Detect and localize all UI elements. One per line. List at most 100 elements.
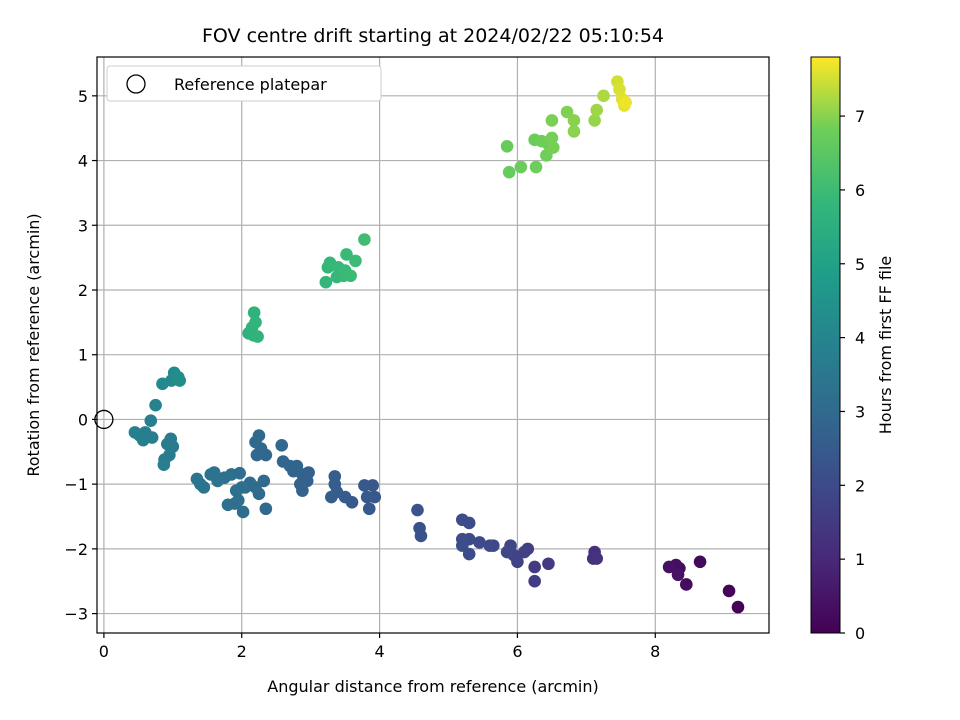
y-tick-label: 4 xyxy=(78,152,88,171)
data-point xyxy=(249,316,262,329)
data-point xyxy=(250,448,264,462)
x-tick-label: 2 xyxy=(237,642,247,661)
data-point xyxy=(229,484,243,497)
data-point xyxy=(597,89,610,103)
y-tick-label: −2 xyxy=(64,540,88,559)
data-point xyxy=(528,574,541,588)
x-axis-label: Angular distance from reference (arcmin) xyxy=(267,677,598,696)
y-axis-ticks: −3 −2 −1 0 1 2 3 4 5 xyxy=(64,87,97,624)
data-point xyxy=(613,83,626,96)
x-tick-label: 6 xyxy=(512,642,522,661)
data-point xyxy=(542,557,555,571)
data-point xyxy=(731,600,745,614)
data-point xyxy=(693,555,707,569)
colorbar-tick-label: 6 xyxy=(855,181,865,200)
data-point xyxy=(249,435,262,449)
data-point xyxy=(500,140,514,153)
data-point xyxy=(173,374,187,387)
colorbar-tick-label: 2 xyxy=(855,476,865,495)
legend-marker xyxy=(126,74,146,94)
data-point xyxy=(528,560,541,574)
data-point xyxy=(679,578,693,591)
data-point xyxy=(276,455,290,468)
y-tick-label: −3 xyxy=(64,605,88,624)
plot-frame xyxy=(96,56,770,634)
y-tick-label: 5 xyxy=(78,87,88,106)
y-tick-label: 2 xyxy=(78,281,88,300)
data-point xyxy=(358,479,371,492)
data-point xyxy=(588,114,601,127)
data-point xyxy=(590,103,603,117)
data-point xyxy=(362,502,376,516)
data-point xyxy=(567,125,581,138)
colorbar: 0 1 2 3 4 5 6 7 Hours from first FF file xyxy=(810,56,895,643)
data-point xyxy=(149,398,162,412)
data-point xyxy=(190,472,204,486)
colorbar-label: Hours from first FF file xyxy=(876,256,895,435)
data-point xyxy=(560,105,574,119)
x-tick-label: 4 xyxy=(374,642,384,661)
data-point xyxy=(344,269,357,283)
legend-entry-reference: Reference platepar xyxy=(174,75,327,94)
data-point xyxy=(251,330,264,343)
data-point xyxy=(413,521,426,535)
data-point xyxy=(157,458,171,472)
data-point xyxy=(204,468,218,481)
data-point xyxy=(349,254,362,268)
y-axis-label: Rotation from reference (arcmin) xyxy=(24,213,43,476)
data-point xyxy=(221,498,235,512)
data-point xyxy=(590,552,603,565)
data-point xyxy=(671,568,685,582)
data-point xyxy=(259,502,273,516)
colorbar-tick-label: 4 xyxy=(855,329,865,348)
x-axis-ticks: 0 2 4 6 8 xyxy=(99,633,660,661)
colorbar-tick-label: 0 xyxy=(855,624,865,643)
x-tick-label: 0 xyxy=(99,642,109,661)
data-point xyxy=(567,114,581,127)
legend-box xyxy=(106,65,382,102)
data-point xyxy=(411,503,424,517)
legend: Reference platepar xyxy=(106,65,382,102)
data-point xyxy=(529,160,543,174)
data-point xyxy=(275,439,289,452)
data-point xyxy=(662,560,676,574)
data-point xyxy=(545,114,559,127)
data-point xyxy=(455,539,469,552)
data-point xyxy=(545,131,559,145)
x-tick-label: 8 xyxy=(650,642,660,661)
colorbar-tick-label: 7 xyxy=(855,107,865,126)
data-point xyxy=(722,584,736,598)
data-point xyxy=(325,490,338,504)
colorbar-tick-label: 5 xyxy=(855,255,865,274)
data-point xyxy=(473,536,486,549)
y-tick-label: 0 xyxy=(78,410,88,429)
y-tick-label: −1 xyxy=(64,475,88,494)
data-point xyxy=(294,477,307,491)
colorbar-ticks: 0 1 2 3 4 5 6 7 xyxy=(840,107,865,643)
colorbar-tick-label: 3 xyxy=(855,402,865,421)
data-point xyxy=(514,160,528,174)
data-point xyxy=(546,141,560,154)
data-point xyxy=(144,414,158,428)
data-point xyxy=(236,505,250,519)
data-point xyxy=(360,490,374,504)
data-point xyxy=(500,545,514,559)
data-point xyxy=(340,248,353,261)
colorbar-tick-label: 1 xyxy=(855,550,865,569)
data-point xyxy=(161,437,174,451)
data-point xyxy=(518,545,531,559)
data-point xyxy=(619,96,632,109)
grid-lines xyxy=(97,57,769,633)
data-point xyxy=(483,539,497,552)
data-points xyxy=(128,75,745,614)
chart-title: FOV centre drift starting at 2024/02/22 … xyxy=(202,25,664,47)
y-tick-label: 3 xyxy=(78,216,88,235)
data-point xyxy=(502,165,516,179)
data-point xyxy=(247,306,261,319)
data-point xyxy=(358,233,371,246)
data-point xyxy=(319,275,333,289)
data-point xyxy=(462,547,476,561)
colorbar-gradient xyxy=(810,56,841,634)
data-point xyxy=(128,426,142,439)
